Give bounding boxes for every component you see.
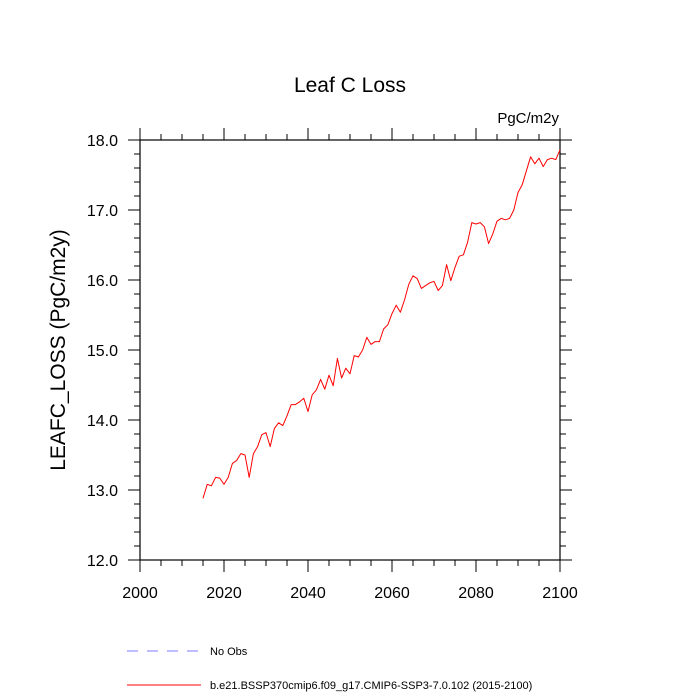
- x-tick-label: 2020: [206, 585, 242, 602]
- series-line: [202, 149, 561, 499]
- x-tick-label: 2060: [374, 585, 410, 602]
- units-label: PgC/m2y: [497, 110, 559, 127]
- y-tick-label: 17.0: [87, 203, 118, 220]
- legend-label: No Obs: [210, 646, 248, 658]
- y-tick-label: 12.0: [87, 553, 118, 570]
- x-tick-label: 2080: [458, 585, 494, 602]
- x-tick-label: 2040: [290, 585, 326, 602]
- legend-label: b.e21.BSSP370cmip6.f09_g17.CMIP6-SSP3-7.…: [210, 680, 532, 692]
- plot-area: 2000 2020 2040 2060 2080 2100 12.0 13.0 14.0 15.0…: [87, 128, 578, 602]
- y-tick-label: 14.0: [87, 413, 118, 430]
- y-tick-label: 16.0: [87, 273, 118, 290]
- y-tick-label: 13.0: [87, 483, 118, 500]
- x-tick-label: 2100: [542, 585, 578, 602]
- legend: No Obs b.e21.BSSP370cmip6.f09_g17.CMIP6-S…: [127, 646, 532, 692]
- chart-title: Leaf C Loss: [294, 74, 406, 97]
- x-tick-label: 2000: [122, 585, 158, 602]
- y-tick-label: 15.0: [87, 343, 118, 360]
- y-axis-label: LEAFC_LOSS (PgC/m2y): [47, 229, 70, 471]
- y-tick-label: 18.0: [87, 133, 118, 150]
